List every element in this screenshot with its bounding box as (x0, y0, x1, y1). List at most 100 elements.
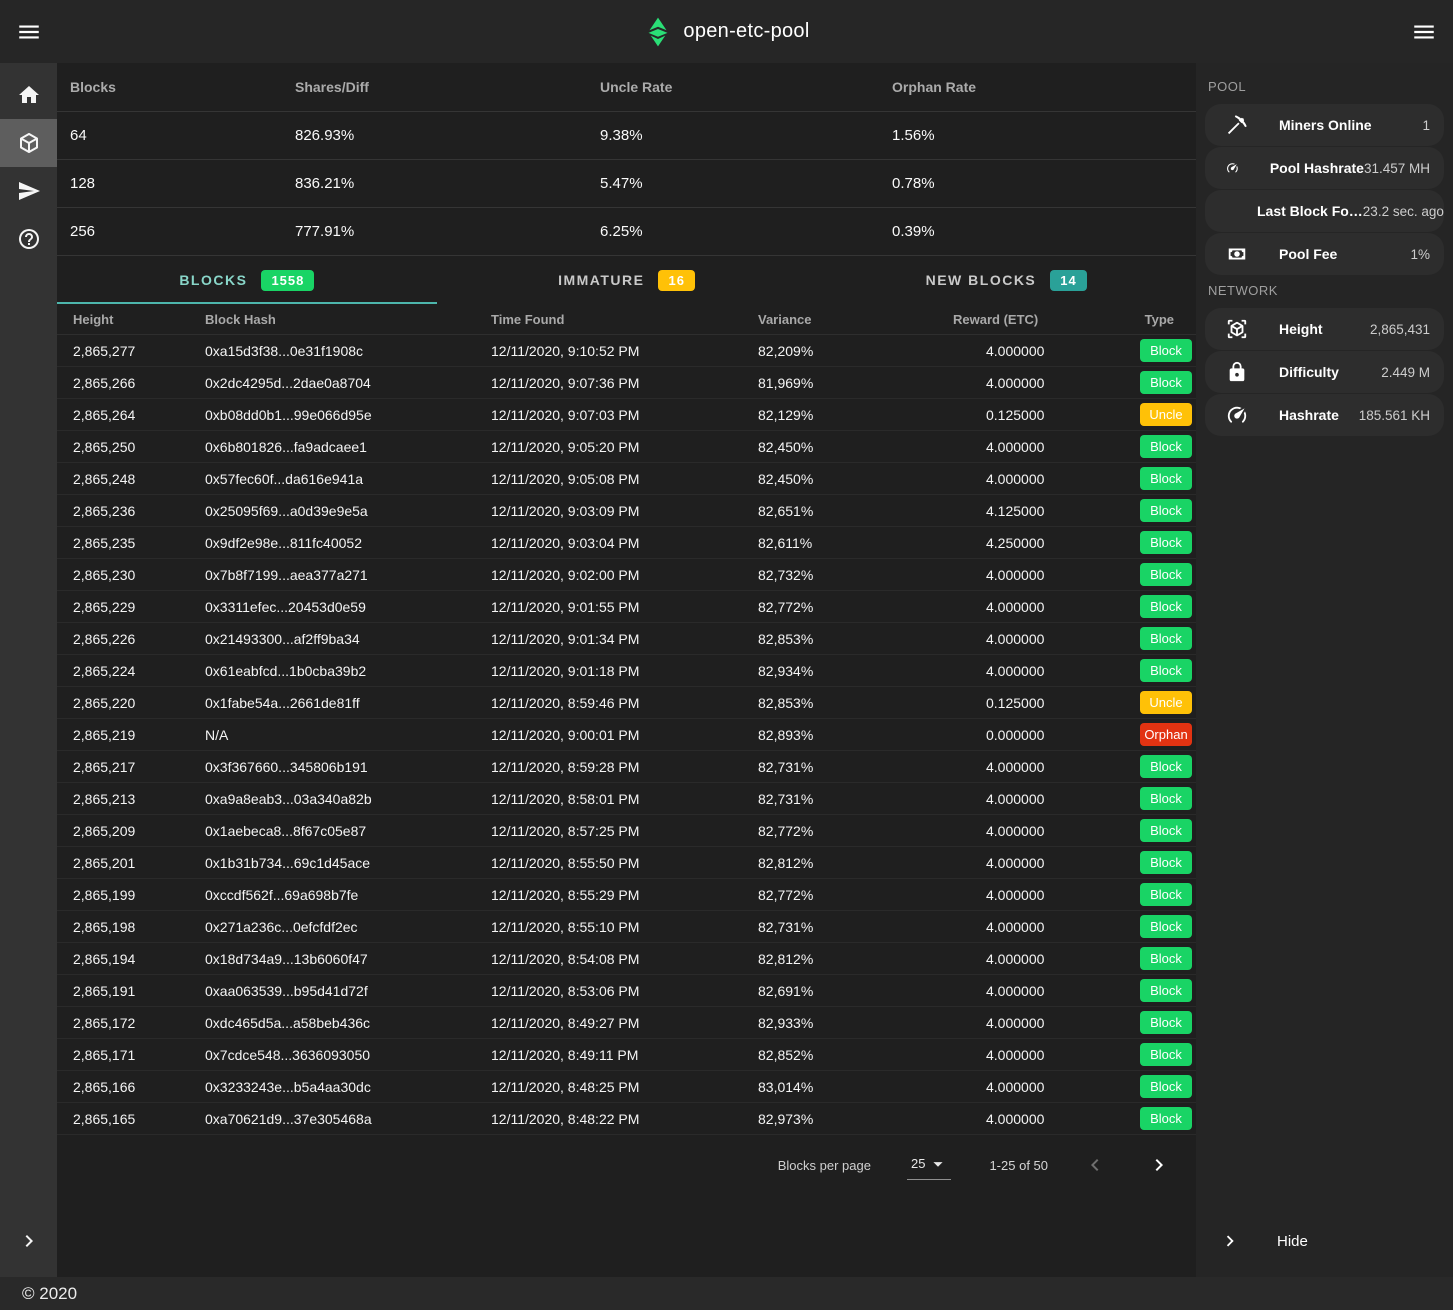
menu-icon-right[interactable] (1401, 9, 1447, 55)
height-cell: 2,865,198 (73, 918, 136, 935)
hash-cell: 0x6b801826...fa9adcaee1 (205, 438, 367, 455)
blocks-column-header: Block Hash (205, 311, 276, 327)
table-row: 2,865,191 0xaa063539...b95d41d72f 12/11/20… (57, 975, 1196, 1007)
blocks-table: 2,865,277 0xa15d3f38...0e31f1908c 12/11/20… (57, 335, 1196, 1135)
tab-immature[interactable]: IMMATURE 16 (437, 256, 817, 304)
reward-cell: 4.000000 (986, 470, 1045, 487)
table-row: 2,865,213 0xa9a8eab3...03a340a82b 12/11/20… (57, 783, 1196, 815)
stat-label: Pool Hashrate (1269, 160, 1364, 176)
sidebar-item-help[interactable] (0, 215, 57, 263)
sidebar-item-payments[interactable] (0, 167, 57, 215)
gauge-icon (1227, 163, 1238, 173)
next-page-button[interactable] (1142, 1148, 1176, 1182)
reward-cell: 4.000000 (986, 982, 1045, 999)
left-navigation (0, 63, 57, 1277)
variance-cell: 82,772% (758, 598, 814, 615)
table-row: 2,865,166 0x3233243e...b5a4aa30dc 12/11/20… (57, 1071, 1196, 1103)
luck-cell: 128 (70, 175, 96, 192)
luck-table-row: 128 836.21% 5.47% 0.78% (57, 160, 1196, 208)
stat-item-hashrate: Hashrate 185.561 KH (1205, 394, 1444, 436)
time-cell: 12/11/2020, 9:00:01 PM (491, 726, 640, 743)
hash-cell: N/A (205, 726, 229, 743)
type-chip-block: Block (1140, 467, 1192, 490)
per-page-select[interactable]: 25 (906, 1151, 952, 1180)
variance-cell: 82,129% (758, 406, 814, 423)
height-cell: 2,865,266 (73, 374, 136, 391)
height-cell: 2,865,230 (73, 566, 136, 583)
luck-column-header: Blocks (70, 79, 116, 95)
time-cell: 12/11/2020, 9:03:09 PM (491, 502, 640, 519)
sidebar-item-home[interactable] (0, 71, 57, 119)
table-row: 2,865,248 0x57fec60f...da616e941a 12/11/20… (57, 463, 1196, 495)
hash-cell: 0x271a236c...0efcfdf2ec (205, 918, 358, 935)
time-cell: 12/11/2020, 9:05:08 PM (491, 470, 640, 487)
type-chip-block: Block (1140, 435, 1192, 458)
luck-cell: 64 (70, 127, 87, 144)
tab-blocks[interactable]: BLOCKS 1558 (57, 256, 437, 304)
luck-cell: 826.93% (295, 127, 355, 144)
type-cell: Block (1140, 851, 1192, 874)
tab-new-blocks[interactable]: NEW BLOCKS 14 (816, 256, 1196, 304)
footer: © 2020 (0, 1277, 1453, 1310)
luck-cell: 836.21% (295, 175, 355, 192)
tab-count-badge: 1558 (261, 269, 315, 291)
type-chip-orphan: Orphan (1140, 723, 1192, 746)
menu-icon[interactable] (6, 9, 52, 55)
top-app-bar: open-etc-pool (0, 0, 1453, 63)
type-chip-block: Block (1140, 339, 1192, 362)
type-cell: Block (1140, 1011, 1192, 1034)
chevron-left-icon (1091, 1159, 1099, 1171)
reward-cell: 4.000000 (986, 886, 1045, 903)
variance-cell: 82,934% (758, 662, 814, 679)
stat-label: Miners Online (1279, 117, 1372, 133)
time-cell: 12/11/2020, 8:48:25 PM (491, 1078, 640, 1095)
type-cell: Uncle (1140, 403, 1192, 426)
luck-cell: 5.47% (600, 175, 643, 192)
hash-cell: 0x3f367660...345806b191 (205, 758, 368, 775)
table-row: 2,865,194 0x18d734a9...13b6060f47 12/11/20… (57, 943, 1196, 975)
reward-cell: 4.000000 (986, 1046, 1045, 1063)
reward-cell: 4.000000 (986, 1078, 1045, 1095)
variance-cell: 82,853% (758, 630, 814, 647)
stat-label: Pool Fee (1279, 246, 1338, 262)
reward-cell: 0.125000 (986, 694, 1045, 711)
height-cell: 2,865,172 (73, 1014, 136, 1031)
luck-table: 64 826.93% 9.38% 1.56% 128 836.21% 5.47% 0.78% 2… (57, 112, 1196, 256)
reward-cell: 4.000000 (986, 662, 1045, 679)
variance-cell: 82,209% (758, 342, 814, 359)
hash-cell: 0x18d734a9...13b6060f47 (205, 950, 368, 967)
height-cell: 2,865,166 (73, 1078, 136, 1095)
home-icon (18, 86, 39, 103)
variance-cell: 82,853% (758, 694, 814, 711)
time-cell: 12/11/2020, 8:57:25 PM (491, 822, 640, 839)
height-cell: 2,865,229 (73, 598, 136, 615)
chevron-right-icon[interactable] (0, 1217, 57, 1265)
luck-cell: 0.78% (892, 175, 935, 192)
type-cell: Block (1140, 1075, 1192, 1098)
sidebar-item-blocks[interactable] (0, 119, 57, 167)
variance-cell: 83,014% (758, 1078, 814, 1095)
luck-cell: 777.91% (295, 223, 355, 240)
height-cell: 2,865,264 (73, 406, 136, 423)
type-chip-block: Block (1140, 1107, 1192, 1130)
hash-cell: 0x57fec60f...da616e941a (205, 470, 364, 487)
luck-column-header: Uncle Rate (600, 79, 673, 95)
stats-sidebar: POOL Miners Online 1 Pool Hashrate 31.457 MH… (1196, 63, 1453, 1277)
height-cell: 2,865,248 (73, 470, 136, 487)
table-row: 2,865,250 0x6b801826...fa9adcaee1 12/11/20… (57, 431, 1196, 463)
type-cell: Uncle (1140, 691, 1192, 714)
hash-cell: 0x7b8f7199...aea377a271 (205, 566, 368, 583)
time-cell: 12/11/2020, 9:01:34 PM (491, 630, 640, 647)
tab-count-badge: 16 (658, 269, 695, 291)
hash-cell: 0x25095f69...a0d39e9e5a (205, 502, 368, 519)
reward-cell: 0.125000 (986, 406, 1045, 423)
prev-page-button[interactable] (1078, 1148, 1112, 1182)
height-cell: 2,865,171 (73, 1046, 136, 1063)
time-cell: 12/11/2020, 8:54:08 PM (491, 950, 640, 967)
height-cell: 2,865,194 (73, 950, 136, 967)
table-row: 2,865,236 0x25095f69...a0d39e9e5a 12/11/20… (57, 495, 1196, 527)
hide-sidebar-button[interactable]: Hide (1196, 1217, 1453, 1265)
height-cell: 2,865,220 (73, 694, 136, 711)
variance-cell: 82,893% (758, 726, 814, 743)
reward-cell: 4.250000 (986, 534, 1045, 551)
